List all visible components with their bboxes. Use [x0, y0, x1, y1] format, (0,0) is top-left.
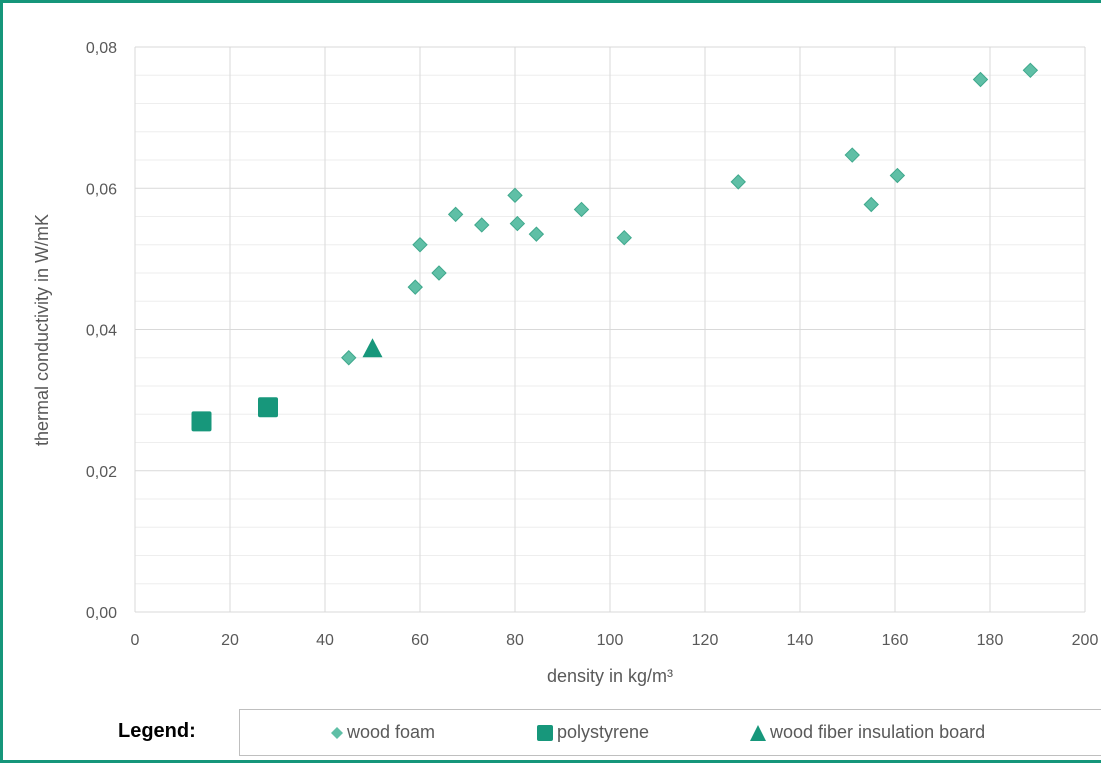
- wood-foam-point: [407, 279, 423, 295]
- y-tick-label: 0,04: [86, 323, 117, 340]
- wood-foam-point: [863, 196, 879, 213]
- square-marker-icon: [537, 724, 553, 741]
- wood-foam-point: [730, 174, 746, 190]
- legend: wood foam polystyrene wood fiber insulat…: [239, 709, 1101, 756]
- wood-foam-point: [573, 201, 590, 218]
- wood-foam-point: [972, 71, 989, 88]
- x-tick-label: 140: [787, 632, 814, 649]
- x-axis-title: density in kg/m³: [547, 666, 673, 686]
- x-tick-label: 180: [977, 632, 1004, 649]
- triangle-marker-icon: [750, 724, 766, 741]
- x-tick-label: 40: [316, 632, 334, 649]
- wood-foam-point: [616, 229, 632, 246]
- legend-entry-wood-foam: wood foam: [330, 710, 435, 755]
- wood-foam-point: [474, 217, 490, 233]
- legend-text-wood-foam: wood foam: [347, 722, 436, 742]
- x-tick-label: 0: [131, 632, 140, 649]
- wood-foam-point: [341, 350, 357, 366]
- x-tick-label: 60: [411, 632, 429, 649]
- y-tick-label: 0,00: [86, 605, 117, 622]
- x-tick-label: 80: [506, 632, 524, 649]
- tick-layer: 0 20 40 60 80 100 120 140 160 180 200 0,00 0,02 0,04 0…: [86, 40, 1099, 649]
- legend-text-polystyrene: polystyrene: [557, 722, 650, 742]
- wood-foam-point: [447, 206, 464, 223]
- wood-fiber-board-point: [362, 338, 383, 358]
- legend-entry-wood-fiber-board: wood fiber insulation board: [749, 710, 985, 755]
- x-tick-label: 100: [597, 632, 624, 649]
- x-tick-label: 160: [882, 632, 909, 649]
- wood-foam-point: [412, 237, 428, 253]
- legend-text-wood-fiber-board: wood fiber insulation board: [770, 722, 986, 742]
- legend-label: Legend:: [118, 720, 196, 742]
- y-tick-label: 0,06: [86, 181, 117, 198]
- y-axis-title: thermal conductivity in W/mK: [32, 214, 52, 446]
- diamond-marker-icon: [331, 726, 343, 739]
- polystyrene-point: [191, 411, 212, 432]
- x-tick-label: 200: [1072, 632, 1099, 649]
- wood-foam-point: [889, 167, 906, 184]
- wood-foam-point: [1022, 62, 1039, 79]
- y-tick-label: 0,02: [86, 464, 117, 481]
- wood-foam-point: [528, 226, 545, 242]
- wood-foam-point: [431, 265, 447, 281]
- legend-entry-polystyrene: polystyrene: [536, 710, 649, 755]
- x-tick-label: 120: [692, 632, 719, 649]
- x-tick-label: 20: [221, 632, 239, 649]
- y-tick-label: 0,08: [86, 40, 117, 57]
- wood-foam-point: [509, 215, 526, 232]
- polystyrene-point: [258, 397, 278, 418]
- wood-foam-point: [507, 187, 523, 204]
- grid-layer: [134, 46, 1086, 613]
- point-layer: [191, 62, 1039, 432]
- wood-foam-point: [844, 147, 860, 163]
